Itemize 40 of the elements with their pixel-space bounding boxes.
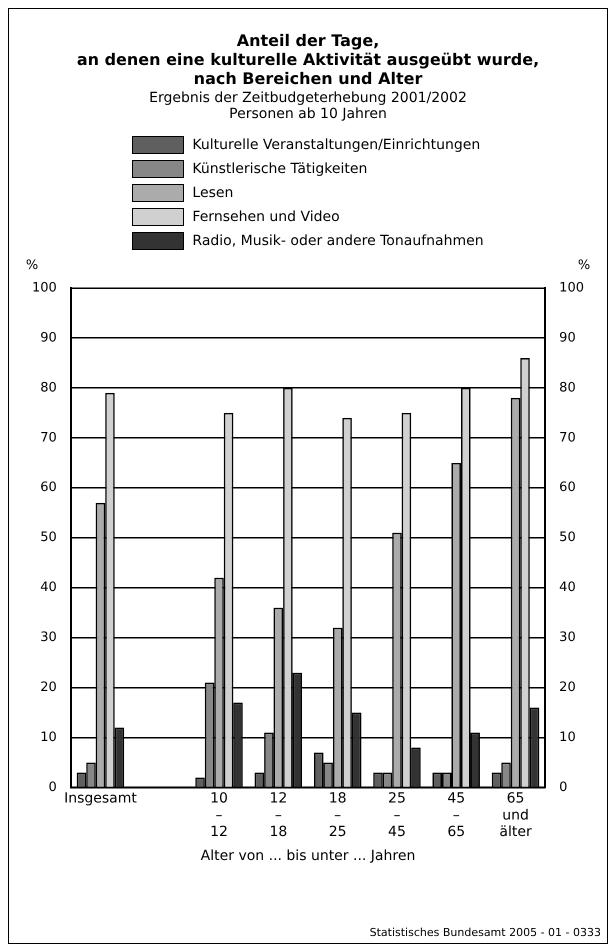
x-tick-label: 45 – 65	[447, 790, 466, 840]
x-axis-title: Alter von ... bis unter ... Jahren	[200, 848, 416, 864]
y2-tick-label: 50	[559, 530, 576, 546]
y2-tick-label: 60	[559, 480, 576, 496]
y2-tick-label: 90	[559, 330, 576, 346]
x-tick-label: Insgesamt	[64, 790, 138, 807]
y2-tick-label: 30	[559, 630, 576, 646]
y2-tick-label: 100	[559, 280, 584, 296]
y-tick-label: 10	[40, 730, 57, 746]
y2-tick-label: 70	[559, 430, 576, 446]
y2-tick-label: 40	[559, 580, 576, 596]
y-tick-label: 20	[40, 680, 57, 696]
legend-label: Lesen	[192, 185, 234, 201]
y-tick-label: 100	[32, 280, 57, 296]
x-tick-label: 10 – 12	[210, 790, 228, 840]
y-tick-label: 30	[40, 630, 57, 646]
y-tick-label: 50	[40, 530, 57, 546]
x-tick-label: 18 – 25	[328, 790, 347, 840]
y-tick-label: 80	[40, 380, 57, 396]
y2-axis-title: %	[578, 258, 590, 273]
x-tick-label: 12 – 18	[269, 790, 288, 840]
legend-label: Radio, Musik- oder andere Tonaufnahmen	[192, 233, 484, 249]
y2-tick-label: 10	[559, 730, 576, 746]
chart-subtitle: Ergebnis der Zeitbudgeterhebung 2001/2002 Personen ab 10 Jahren	[148, 90, 468, 122]
x-tick-label: 65 und älter	[499, 790, 532, 840]
legend-label: Fernsehen und Video	[192, 209, 340, 225]
y-tick-label: 70	[40, 430, 57, 446]
y-axis-title: %	[26, 258, 38, 273]
x-tick-label: 25 – 45	[388, 790, 406, 840]
text: Statistisches Bundesamt 2005 - 01 - 0333	[370, 926, 601, 939]
y-tick-label: 90	[40, 330, 57, 346]
y-tick-label: 0	[48, 780, 57, 795]
legend-label: Künstlerische Tätigkeiten	[192, 161, 368, 177]
y2-tick-label: 80	[559, 380, 576, 396]
legend-label: Kulturelle Veranstaltungen/Einrichtungen	[192, 137, 480, 153]
y-tick-label: 60	[40, 480, 57, 496]
chart-title: Anteil der Tage, an denen eine kulturelle Aktivität ausgeübt wurde, nach Bereichen und Alter	[76, 31, 540, 88]
y2-tick-label: 0	[559, 780, 568, 795]
y-tick-label: 40	[40, 580, 57, 596]
y2-tick-label: 20	[559, 680, 576, 696]
